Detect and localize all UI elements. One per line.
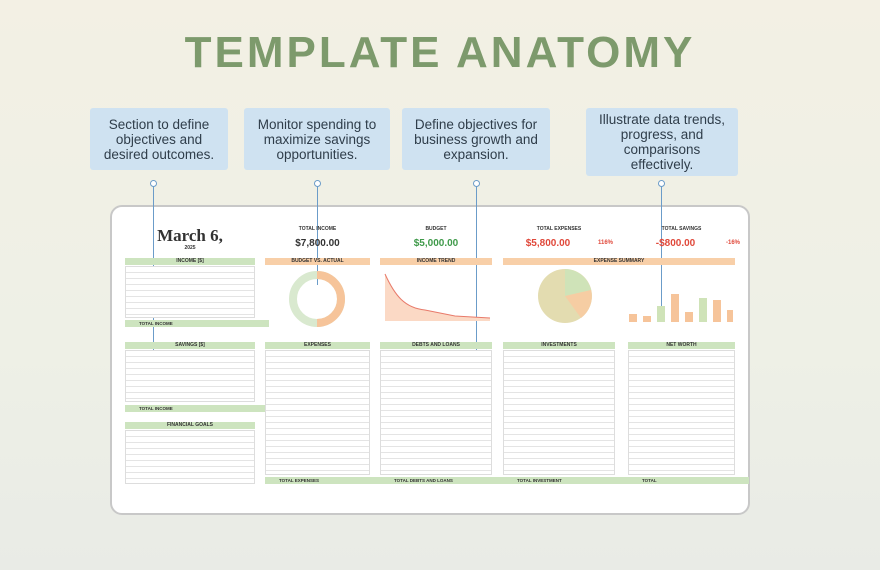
connector-dot (314, 180, 321, 187)
kpi-pct: 116% (598, 240, 614, 246)
pie-slice (565, 269, 591, 296)
kpi-value: $7,800.00 (295, 238, 340, 249)
section-header: INVESTMENTS (503, 342, 615, 349)
connector-dot (658, 180, 665, 187)
kpi-label: TOTAL EXPENSES (536, 226, 582, 232)
section-header: BUDGET VS. ACTUAL (265, 258, 370, 265)
kpi-value: $5,800.00 (525, 238, 571, 249)
kpi-pct: -16% (726, 240, 741, 246)
connector-dot (150, 180, 157, 187)
section-header: DEBTS AND LOANS (380, 342, 492, 349)
donut-arc (316, 271, 345, 327)
callout: Illustrate data trends, progress, and co… (586, 108, 738, 176)
bars (629, 294, 733, 322)
connector (476, 185, 477, 360)
connector (661, 185, 662, 315)
table (125, 430, 255, 484)
kpi-value: $5,000.00 (413, 238, 459, 249)
total-row: TOTAL INCOME (125, 405, 269, 412)
section-header: FINANCIAL GOALS (125, 422, 255, 429)
section-header: NET WORTH (628, 342, 735, 349)
table (265, 350, 370, 475)
total-row: TOTAL EXPENSES (265, 477, 384, 484)
section-header: EXPENSES (265, 342, 370, 349)
table (628, 350, 735, 475)
kpi-label: BUDGET (425, 226, 447, 232)
section-header: SAVINGS [$] (125, 342, 255, 349)
chart-thumbnails (289, 269, 733, 327)
table (503, 350, 615, 475)
total-row: TOTAL INCOME (125, 320, 269, 327)
table (125, 266, 255, 318)
table (380, 350, 492, 475)
section-header: INCOME [$] (125, 258, 255, 265)
section-header: EXPENSE SUMMARY (503, 258, 735, 265)
callout: Section to define objectives and desired… (90, 108, 228, 170)
connector (317, 185, 318, 285)
callout: Monitor spending to maximize savings opp… (244, 108, 390, 170)
pie-slice (565, 290, 592, 318)
connector-dot (473, 180, 480, 187)
kpi-label: TOTAL INCOME (298, 226, 337, 232)
total-row: TOTAL (628, 477, 749, 484)
kpi-value: -$800.00 (655, 238, 696, 249)
trend-line (384, 273, 491, 319)
total-row: TOTAL DEBTS AND LOANS (380, 477, 506, 484)
kpi-label: TOTAL SAVINGS (661, 226, 702, 232)
total-row: TOTAL INVESTMENT (503, 477, 629, 484)
callout: Define objectives for business growth an… (402, 108, 550, 170)
year: 2025 (184, 245, 196, 251)
title: TEMPLATE ANATOMY (184, 28, 696, 77)
date: March 6, (157, 226, 223, 245)
section-header: INCOME TREND (380, 258, 492, 265)
table (125, 350, 255, 402)
area (385, 274, 490, 321)
